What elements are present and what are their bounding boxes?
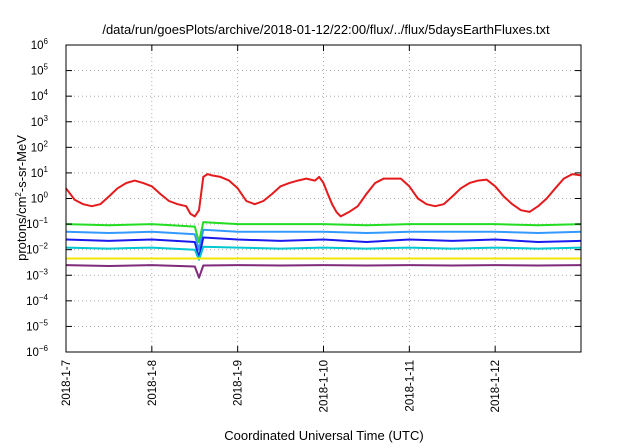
x-tick-label: 2018-1-10 bbox=[319, 360, 331, 412]
series-line-4 bbox=[65, 236, 582, 259]
y-tick-label: 10−4 bbox=[26, 293, 48, 308]
x-tick-label: 2018-1-12 bbox=[490, 360, 502, 412]
series-line-2 bbox=[65, 221, 582, 243]
y-tick-label: 102 bbox=[31, 139, 49, 154]
grid bbox=[66, 45, 581, 352]
x-tick-label: 2018-1-11 bbox=[404, 360, 416, 412]
series-line-3 bbox=[65, 228, 582, 251]
series-line-1 bbox=[65, 173, 582, 218]
x-axis-label: Coordinated Universal Time (UTC) bbox=[224, 428, 423, 443]
y-tick-label: 104 bbox=[31, 88, 49, 103]
y-axis-label-sup: 2 bbox=[14, 192, 23, 197]
series-line-7 bbox=[65, 264, 582, 279]
y-tick-label: 103 bbox=[31, 114, 49, 129]
chart-title: /data/run/goesPlots/archive/2018-01-12/2… bbox=[102, 22, 550, 37]
y-tick-label: 106 bbox=[31, 37, 49, 52]
y-tick-label: 105 bbox=[31, 63, 49, 78]
y-tick-label: 10−3 bbox=[26, 267, 48, 282]
y-tick-label: 10−2 bbox=[26, 242, 48, 257]
x-tick-label: 2018-1-8 bbox=[147, 360, 159, 406]
x-axis-ticks: 2018-1-7 2018-1-8 2018-1-9 2018-1-10 2018-1-… bbox=[61, 45, 502, 412]
y-axis-label-prefix: protons/cm bbox=[14, 197, 29, 261]
x-tick-label: 2018-1-7 bbox=[61, 360, 73, 406]
y-tick-label: 100 bbox=[31, 191, 49, 206]
series-layer bbox=[65, 173, 582, 279]
y-tick-label: 10−5 bbox=[26, 318, 48, 333]
series-line-5 bbox=[65, 245, 582, 261]
y-axis-ticks: 10−6 10−5 10−4 10−3 10−2 10−1 100 101 102 103 104 1… bbox=[26, 37, 581, 359]
y-tick-label: 10−1 bbox=[26, 216, 48, 231]
x-tick-label: 2018-1-9 bbox=[233, 360, 245, 406]
y-tick-label: 101 bbox=[31, 165, 49, 180]
y-tick-label: 10−6 bbox=[26, 344, 48, 359]
y-axis-label-suffix: -s-sr-MeV bbox=[14, 135, 29, 192]
y-axis-label: protons/cm2-s-sr-MeV bbox=[14, 135, 29, 261]
